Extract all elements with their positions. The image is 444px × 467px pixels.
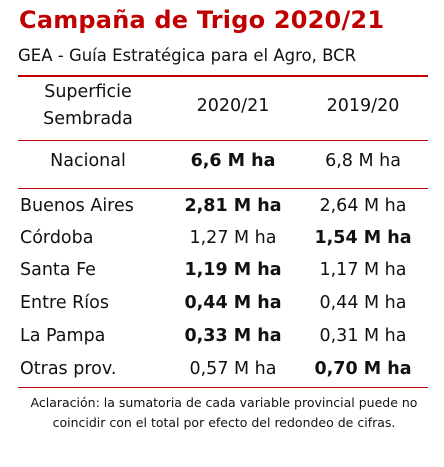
row-province: Buenos Aires 2,81 M ha 2,64 M ha	[18, 196, 428, 226]
value-2020-21: 0,33 M ha	[184, 326, 282, 346]
value-2020-21: 2,81 M ha	[184, 196, 282, 216]
value-2019-20: 6,8 M ha	[325, 151, 401, 171]
row-nacional: Nacional 6,6 M ha 6,8 M ha	[18, 151, 428, 181]
province-name: Santa Fe	[20, 260, 96, 280]
value-2019-20: 0,44 M ha	[319, 293, 407, 313]
row-label: Nacional	[50, 151, 126, 171]
province-name: Córdoba	[20, 228, 94, 248]
value-2019-20: 1,17 M ha	[319, 260, 407, 280]
header-col-2019-20: 2019/20	[326, 96, 400, 116]
row-province: Entre Ríos 0,44 M ha 0,44 M ha	[18, 293, 428, 323]
value-2019-20: 0,70 M ha	[314, 359, 412, 379]
national-divider	[18, 188, 428, 189]
value-2020-21: 6,6 M ha	[190, 151, 276, 171]
province-name: Entre Ríos	[20, 293, 109, 313]
header-col-2020-21: 2020/21	[196, 96, 270, 116]
header-label-line2: Sembrada	[43, 109, 133, 129]
page-title: Campaña de Trigo 2020/21	[19, 6, 385, 34]
row-province: Córdoba 1,27 M ha 1,54 M ha	[18, 228, 428, 258]
value-2020-21: 0,57 M ha	[189, 359, 277, 379]
province-name: Otras prov.	[20, 359, 117, 379]
header-divider	[18, 140, 428, 141]
value-2020-21: 0,44 M ha	[184, 293, 282, 313]
row-province: Otras prov. 0,57 M ha 0,70 M ha	[18, 359, 428, 389]
header-label: Superficie Sembrada	[18, 79, 158, 133]
table-bottom-divider	[18, 387, 428, 388]
value-2019-20: 0,31 M ha	[319, 326, 407, 346]
subtitle: GEA - Guía Estratégica para el Agro, BCR	[18, 46, 357, 65]
top-divider	[18, 75, 428, 77]
header-label-line1: Superficie	[44, 82, 132, 102]
value-2019-20: 1,54 M ha	[314, 228, 412, 248]
province-name: La Pampa	[20, 326, 106, 346]
value-2019-20: 2,64 M ha	[319, 196, 407, 216]
footnote: Aclaración: la sumatoria de cada variabl…	[30, 395, 418, 430]
row-province: La Pampa 0,33 M ha 0,31 M ha	[18, 326, 428, 356]
row-province: Santa Fe 1,19 M ha 1,17 M ha	[18, 260, 428, 290]
province-name: Buenos Aires	[20, 196, 134, 216]
value-2020-21: 1,27 M ha	[189, 228, 277, 248]
value-2020-21: 1,19 M ha	[184, 260, 282, 280]
